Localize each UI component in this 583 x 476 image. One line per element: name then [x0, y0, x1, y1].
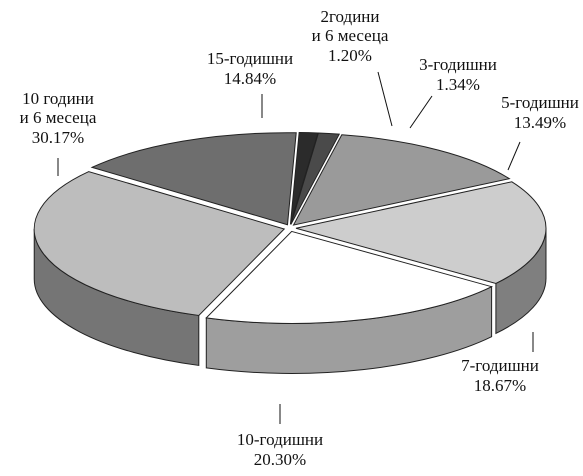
- leader-line: [377, 71, 393, 127]
- category-label: 5-годишни: [501, 93, 579, 112]
- category-label: 7-годишни: [461, 356, 539, 375]
- category-label: и 6 месеца: [312, 26, 389, 45]
- category-label: 10 години: [22, 89, 94, 108]
- value-label: 30.17%: [32, 128, 84, 147]
- slice: [290, 132, 341, 225]
- slice: [295, 181, 547, 284]
- category-label: 15-годишни: [207, 49, 293, 68]
- category-label: 3-годишни: [419, 55, 497, 74]
- leader-line: [507, 141, 521, 171]
- value-label: 13.49%: [514, 113, 566, 132]
- value-label: 14.84%: [224, 69, 276, 88]
- category-label: 10-годишни: [237, 430, 323, 449]
- slice: [33, 171, 286, 316]
- value-label: 18.67%: [474, 376, 526, 395]
- value-label: 1.34%: [436, 75, 480, 94]
- category-label: 2години: [320, 7, 379, 26]
- value-label: 1.20%: [328, 46, 372, 65]
- slice: [90, 132, 297, 226]
- value-label: 20.30%: [254, 450, 306, 469]
- slice: [205, 230, 494, 324]
- slice: [292, 134, 511, 226]
- leader-line: [409, 95, 433, 129]
- category-label: и 6 месеца: [20, 108, 97, 127]
